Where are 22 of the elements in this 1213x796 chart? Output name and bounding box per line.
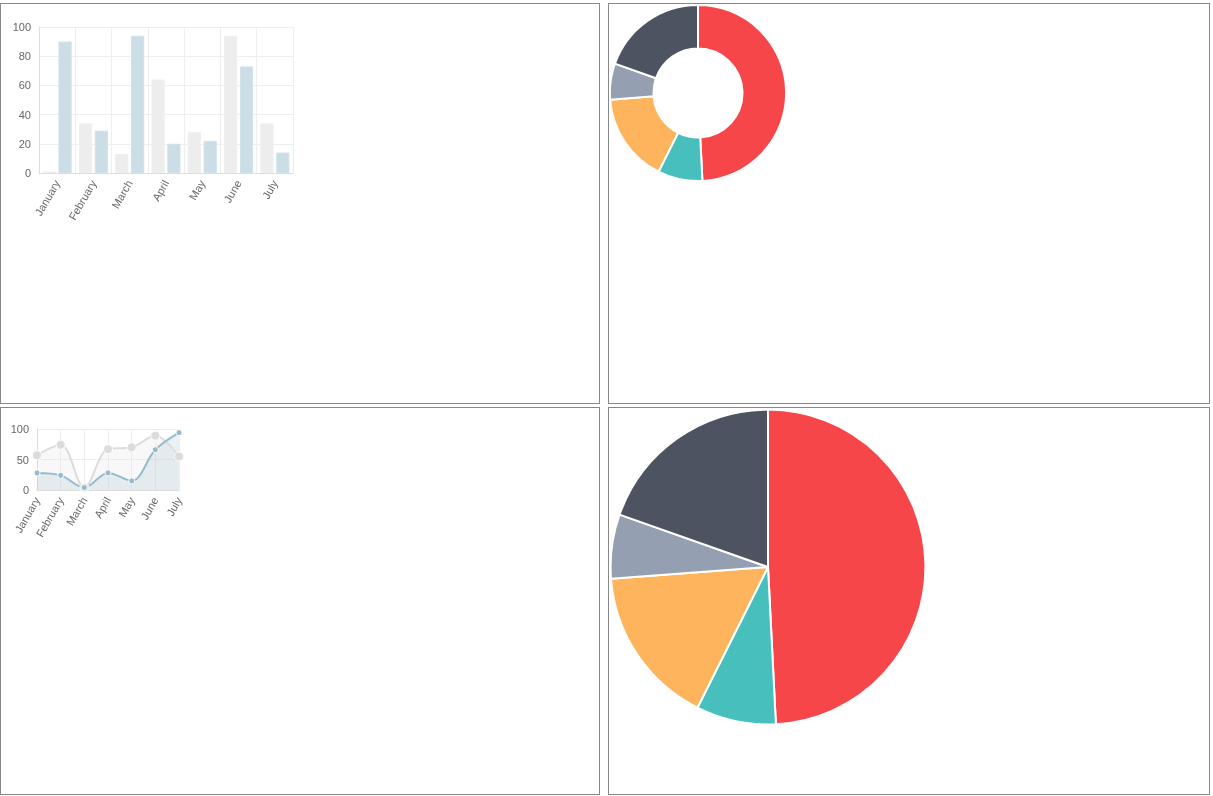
point <box>32 450 42 461</box>
point <box>128 477 136 485</box>
point <box>150 430 161 441</box>
y-tick-label: 50 <box>16 453 29 466</box>
point <box>175 429 183 437</box>
point <box>55 439 66 450</box>
y-tick-label: 60 <box>18 79 31 92</box>
y-tick-label: 100 <box>12 21 31 33</box>
point <box>33 469 41 477</box>
y-tick-label: 80 <box>18 50 31 63</box>
y-tick-label: 20 <box>18 137 31 150</box>
y-tick-label: 0 <box>22 484 29 496</box>
point <box>174 451 184 462</box>
point <box>57 471 65 479</box>
y-tick-label: 100 <box>10 423 29 435</box>
point <box>126 442 137 453</box>
point <box>104 469 112 477</box>
bar <box>115 154 129 173</box>
y-tick-label: 0 <box>24 167 31 179</box>
point <box>103 444 113 455</box>
point <box>151 446 159 454</box>
y-tick-label: 40 <box>18 108 31 121</box>
